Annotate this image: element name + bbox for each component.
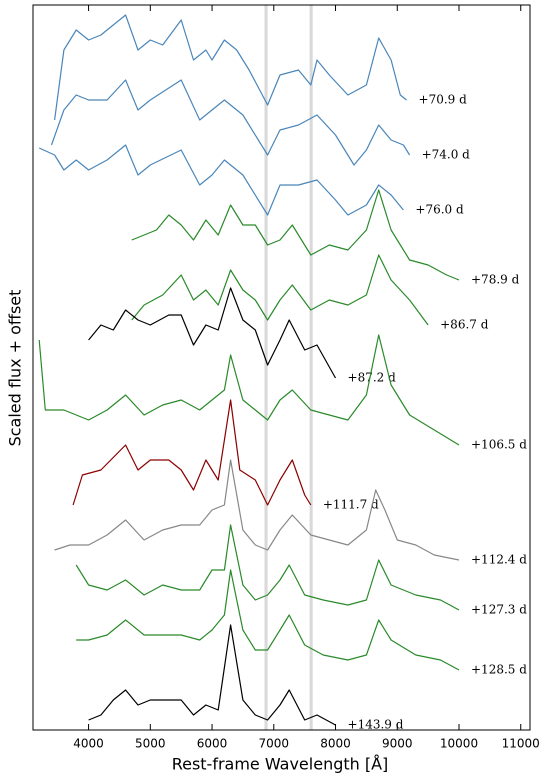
- x-tick-label: 7000: [259, 737, 290, 751]
- plot-frame: [32, 4, 531, 731]
- epoch-label: +70.9 d: [419, 93, 468, 107]
- x-tick-label: 9000: [382, 737, 413, 751]
- spectrum-line: [75, 524, 460, 611]
- epoch-label: +143.9 d: [348, 718, 404, 732]
- x-tick-label: 6000: [197, 737, 228, 751]
- epoch-label: +127.3 d: [471, 603, 527, 617]
- spectrum-line: [131, 189, 460, 281]
- epoch-label: +128.5 d: [471, 663, 527, 677]
- epoch-label: +87.2 d: [348, 371, 397, 385]
- x-tick-label: 5000: [135, 737, 166, 751]
- epoch-label: +76.0 d: [415, 203, 464, 217]
- epoch-label: +86.7 d: [440, 318, 489, 332]
- spectrum-line: [50, 79, 411, 166]
- epoch-label: +74.0 d: [422, 148, 471, 162]
- telluric-band: [309, 5, 313, 730]
- spectrum-line: [88, 624, 336, 726]
- epoch-label: +78.9 d: [471, 273, 520, 287]
- x-tick-label: 11000: [502, 737, 540, 751]
- y-axis-title: Scaled flux + offset: [6, 290, 25, 447]
- x-tick-label: 8000: [320, 737, 351, 751]
- x-axis-title: Rest-frame Wavelength [Å]: [172, 755, 389, 774]
- epoch-label: +111.7 d: [323, 498, 379, 512]
- epoch-label: +106.5 d: [471, 438, 527, 452]
- spectrum-line: [38, 334, 460, 446]
- telluric-band: [264, 5, 268, 730]
- spectrum-line: [54, 459, 460, 561]
- spectrum-line: [131, 254, 429, 326]
- epoch-label: +112.4 d: [471, 553, 527, 567]
- spectrum-line: [72, 399, 312, 506]
- x-tick-label: 4000: [73, 737, 104, 751]
- spectrum-line: [76, 569, 460, 671]
- spectrum-line: [54, 14, 407, 121]
- x-tick-label: 10000: [440, 737, 478, 751]
- spectrum-line: [38, 144, 404, 216]
- spectrum-line: [88, 287, 337, 379]
